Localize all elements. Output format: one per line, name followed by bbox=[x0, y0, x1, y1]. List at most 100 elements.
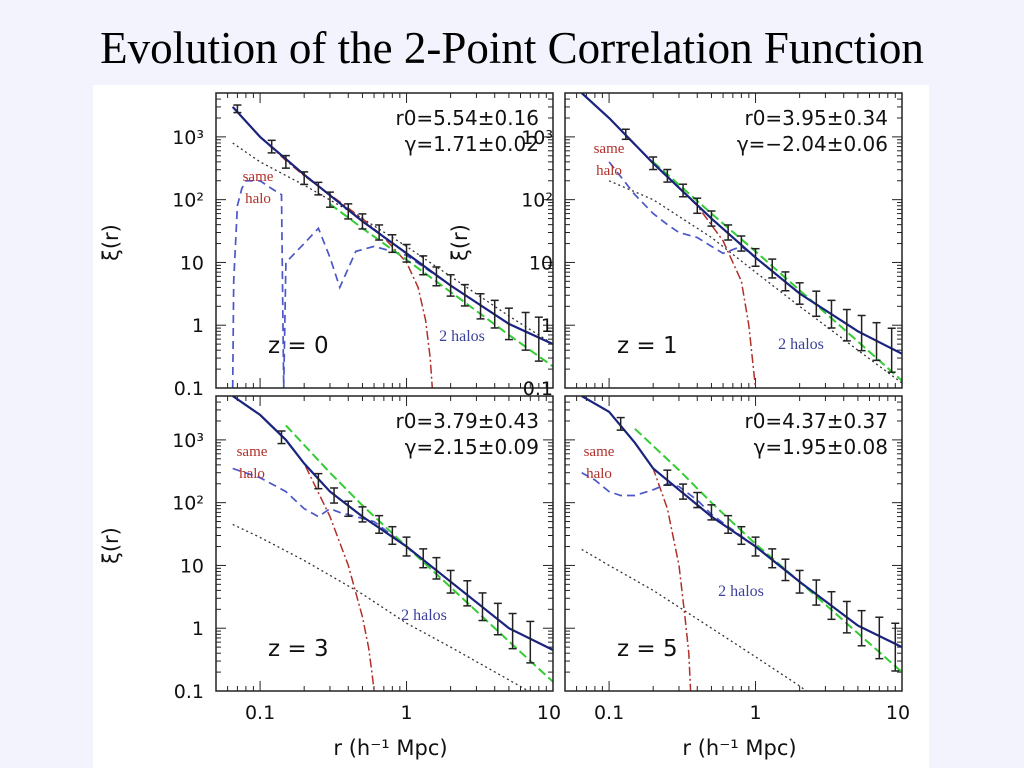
two-halos-label: 2 halos bbox=[439, 328, 485, 345]
fit-r0-label: r0=4.37±0.37 bbox=[744, 409, 888, 433]
panel-bottom-left: 0.1 1 10 10² 10³ ξ(r) 0.1 1 10 r (h⁻¹ Mpc) r0=3.79… bbox=[99, 395, 561, 760]
data-point bbox=[460, 283, 469, 307]
two-halos-label: 2 halos bbox=[778, 336, 824, 353]
data-point bbox=[314, 472, 323, 490]
x-tick-label: 1 bbox=[749, 702, 761, 724]
data-point bbox=[300, 171, 309, 186]
data-point bbox=[768, 258, 777, 279]
data-point bbox=[344, 203, 353, 220]
data-point bbox=[781, 271, 790, 292]
y-tick-label: 0.1 bbox=[174, 378, 204, 400]
dark-matter-line bbox=[232, 523, 530, 691]
fit-r0-label: r0=5.54±0.16 bbox=[395, 106, 539, 130]
panel-frame bbox=[564, 395, 903, 692]
data-point bbox=[534, 316, 543, 362]
y-tick-label: 1 bbox=[541, 315, 553, 337]
x-tick-label: 0.1 bbox=[245, 702, 275, 724]
y-tick-label: 10 bbox=[180, 555, 204, 577]
data-point bbox=[795, 569, 804, 594]
data-point bbox=[663, 469, 672, 486]
data-point bbox=[526, 620, 535, 664]
data-point bbox=[388, 525, 397, 546]
data-point bbox=[891, 622, 900, 672]
x-tick-label: 10 bbox=[537, 702, 561, 724]
data-point bbox=[827, 590, 836, 621]
y-axis-title: ξ(r) bbox=[99, 224, 123, 261]
same-halo-label: same bbox=[243, 169, 274, 185]
data-point bbox=[476, 293, 485, 320]
data-point bbox=[707, 504, 716, 521]
y-tick-label: 10² bbox=[172, 190, 204, 212]
y-tick-label: 10² bbox=[172, 493, 204, 515]
x-tick-label: 0.1 bbox=[594, 702, 624, 724]
data-point bbox=[402, 243, 411, 263]
data-point bbox=[446, 569, 455, 594]
data-point bbox=[616, 416, 625, 431]
two-halos-label: 2 halos bbox=[401, 607, 447, 624]
data-point bbox=[693, 491, 702, 509]
same-halo-line bbox=[581, 396, 692, 691]
axis-ticks bbox=[215, 395, 553, 692]
y-tick-label: 0.1 bbox=[174, 681, 204, 703]
data-point bbox=[663, 168, 672, 183]
panel-frame bbox=[215, 395, 554, 692]
same-halo-label: halo bbox=[586, 466, 612, 482]
data-point bbox=[875, 616, 884, 660]
data-point bbox=[463, 579, 472, 607]
panel-bottom-right: 0.1 1 10 r (h⁻¹ Mpc) r0=4.37±0.37γ=1.95±0.08… bbox=[564, 395, 910, 760]
same-halo-label: halo bbox=[245, 191, 271, 207]
model-line bbox=[581, 396, 902, 649]
data-point bbox=[358, 506, 367, 523]
y-tick-label: 1 bbox=[192, 315, 204, 337]
correlation-function-figure: 0.1 1 10 10² 10³ ξ(r) r0=5.54±0.16γ=1.71±0.02 z… bbox=[99, 92, 910, 760]
model-line bbox=[580, 93, 902, 355]
data-point bbox=[508, 612, 517, 650]
redshift-label: z = 0 bbox=[268, 333, 329, 359]
series-group bbox=[581, 396, 902, 691]
y-tick-label: 0.1 bbox=[523, 378, 553, 400]
panel-frame bbox=[564, 92, 903, 389]
data-point bbox=[707, 210, 716, 227]
y-tick-label: 10 bbox=[529, 252, 553, 274]
data-point bbox=[325, 191, 334, 208]
y-tick-label: 10 bbox=[180, 252, 204, 274]
figure-panel bbox=[93, 85, 929, 768]
data-point bbox=[388, 234, 397, 254]
data-point bbox=[277, 430, 286, 445]
data-point bbox=[446, 274, 455, 297]
slide-title: Evolution of the 2-Point Correlation Fun… bbox=[100, 23, 924, 73]
same-halo-line bbox=[232, 106, 434, 388]
fit-line bbox=[329, 203, 553, 368]
fit-r0-label: r0=3.95±0.34 bbox=[744, 106, 888, 130]
two-halos-line bbox=[232, 467, 553, 651]
data-point bbox=[314, 181, 323, 196]
data-point bbox=[887, 327, 896, 373]
panel-top-right: 0.1 1 10 10² 10³ ξ(r) r0=3.95±0.34γ=−2.04±0.06… bbox=[448, 92, 903, 400]
data-point bbox=[857, 314, 866, 352]
same-halo-label: halo bbox=[239, 466, 265, 482]
data-point bbox=[872, 321, 881, 362]
data-point bbox=[737, 235, 746, 252]
data-point bbox=[281, 154, 290, 169]
data-point bbox=[490, 299, 499, 329]
data-point bbox=[432, 266, 441, 287]
series-group bbox=[580, 93, 902, 388]
data-point bbox=[621, 128, 630, 141]
data-point bbox=[751, 536, 760, 557]
data-point bbox=[827, 299, 836, 329]
axis-ticks bbox=[215, 92, 553, 389]
x-axis-title: r (h⁻¹ Mpc) bbox=[333, 736, 447, 760]
data-point bbox=[842, 308, 851, 342]
data-point bbox=[375, 514, 384, 534]
data-point bbox=[521, 311, 530, 351]
fit-r0-label: r0=3.79±0.43 bbox=[395, 409, 539, 433]
data-point bbox=[751, 247, 760, 268]
same-halo-label: same bbox=[237, 444, 268, 460]
data-point bbox=[493, 602, 502, 636]
y-tick-label: 10² bbox=[521, 190, 553, 212]
data-point bbox=[478, 592, 487, 622]
model-line bbox=[231, 106, 553, 346]
data-point bbox=[267, 139, 276, 154]
same-halo-label: same bbox=[584, 444, 615, 460]
dark-matter-line bbox=[232, 142, 553, 345]
